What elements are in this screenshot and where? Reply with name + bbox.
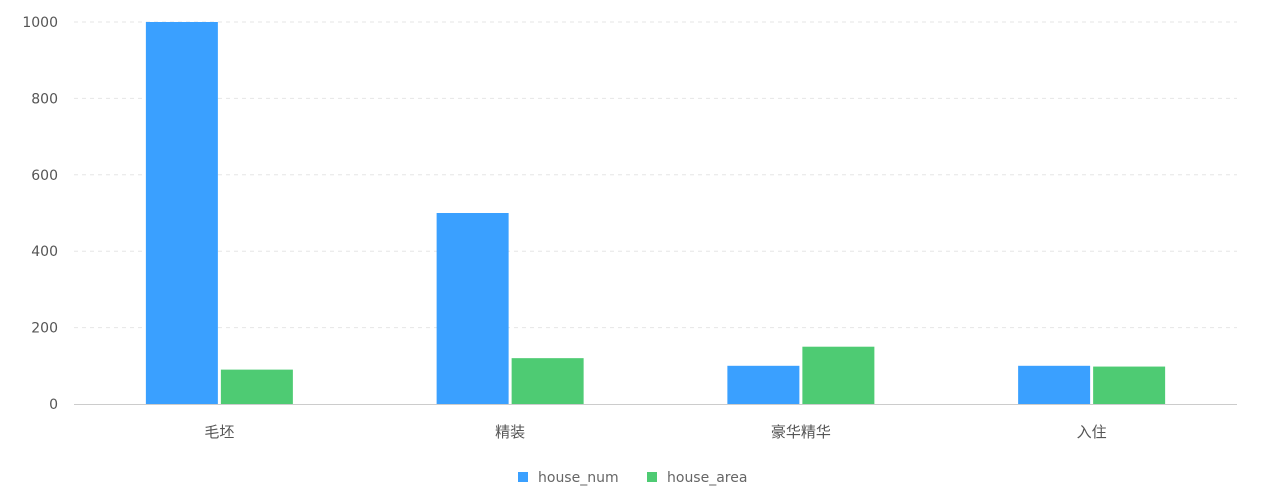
bar-house_area-1[interactable] (511, 358, 584, 404)
y-tick-label: 800 (31, 91, 58, 107)
legend-swatch (647, 472, 657, 482)
legend-swatch (518, 472, 528, 482)
bar-house_area-2[interactable] (802, 346, 875, 404)
legend-label: house_area (667, 470, 747, 486)
y-tick-label: 200 (31, 321, 58, 337)
bar-house_num-1[interactable] (436, 213, 509, 404)
bar-house_num-2[interactable] (727, 365, 800, 404)
legend-item-house_area[interactable]: house_area (647, 470, 747, 486)
x-tick-label: 毛坯 (204, 423, 234, 441)
bar-house_area-0[interactable] (220, 369, 293, 404)
legend-item-house_num[interactable]: house_num (518, 470, 619, 486)
y-tick-label: 600 (31, 168, 58, 184)
x-tick-label: 豪华精华 (771, 423, 831, 441)
y-tick-label: 1000 (22, 15, 58, 31)
axis-layer: 0 200 400 600 800 1000 毛坯 精装 豪华精华 入住 (22, 15, 1237, 441)
bars-layer (145, 22, 1166, 404)
legend[interactable]: house_num house_area (518, 470, 747, 486)
y-tick-label: 400 (31, 244, 58, 260)
bar-house_area-3[interactable] (1093, 366, 1166, 404)
x-tick-label: 入住 (1077, 423, 1107, 441)
y-tick-label: 0 (49, 397, 58, 413)
x-tick-label: 精装 (495, 423, 525, 441)
bar-house_num-0[interactable] (145, 22, 218, 404)
legend-label: house_num (538, 470, 619, 486)
grid-layer (74, 21, 1237, 329)
bar-house_num-3[interactable] (1018, 365, 1091, 404)
